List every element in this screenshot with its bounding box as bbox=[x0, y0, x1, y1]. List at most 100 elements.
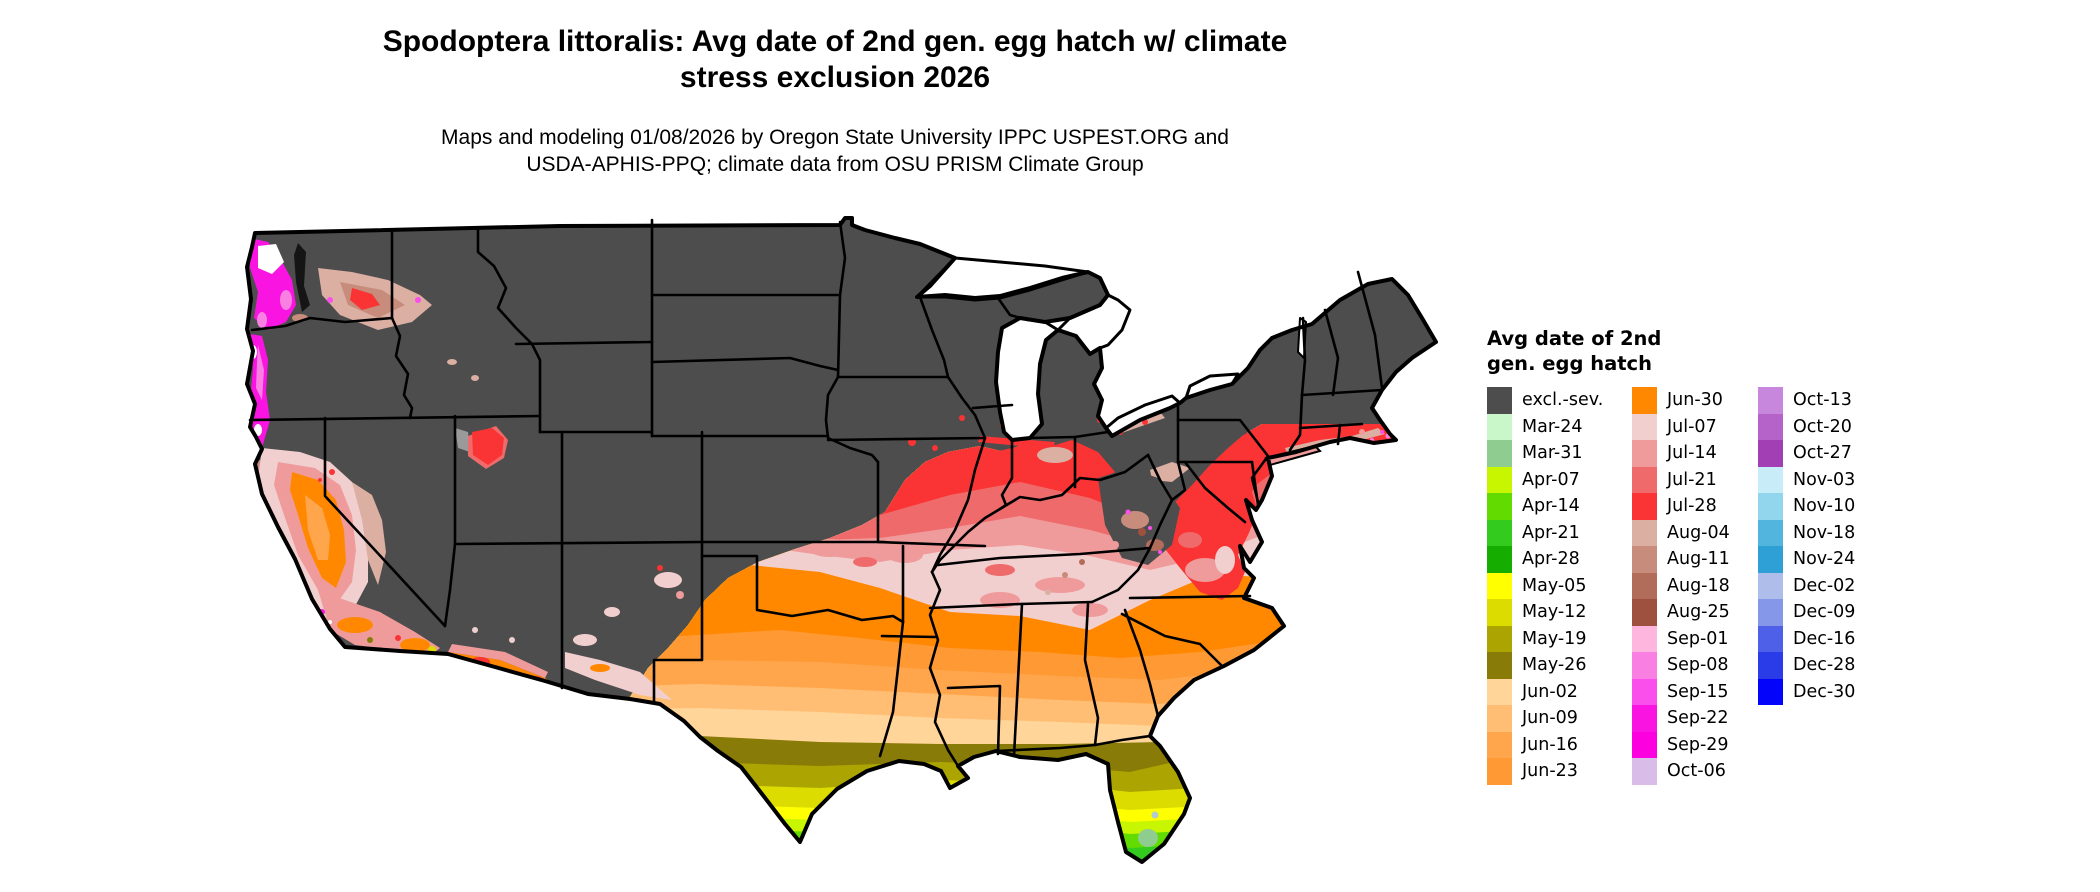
legend: Avg date of 2nd gen. egg hatch excl.-sev… bbox=[1487, 326, 1927, 785]
legend-label: Mar-24 bbox=[1522, 416, 1583, 437]
legend-label: Apr-14 bbox=[1522, 496, 1580, 516]
legend-label: Oct-06 bbox=[1667, 761, 1726, 781]
legend-label: Jun-02 bbox=[1522, 681, 1578, 702]
legend-item: Nov-10 bbox=[1758, 493, 1908, 520]
legend-swatch bbox=[1758, 493, 1783, 520]
legend-label: Sep-29 bbox=[1667, 734, 1729, 755]
legend-column-1: excl.-sev. Mar-24 Mar-31 Apr-07 Apr-14 Apr-21… bbox=[1487, 387, 1632, 785]
legend-label: Apr-07 bbox=[1522, 469, 1580, 490]
page-title: Spodoptera littoralis: Avg date of 2nd g… bbox=[245, 24, 1425, 96]
legend-swatch bbox=[1487, 413, 1512, 440]
lake-okeechobee bbox=[1151, 811, 1159, 819]
utah-red-blob bbox=[472, 428, 504, 465]
legend-title-line-1: Avg date of 2nd bbox=[1487, 327, 1662, 350]
legend-swatch bbox=[1632, 572, 1657, 599]
legend-label: Dec-09 bbox=[1793, 602, 1856, 622]
legend-label: Oct-20 bbox=[1793, 416, 1852, 437]
title-line-2: stress exclusion 2026 bbox=[679, 61, 991, 94]
legend-label: Jul-28 bbox=[1667, 496, 1717, 516]
legend-item: Jul-14 bbox=[1632, 440, 1758, 467]
legend-label: Aug-11 bbox=[1667, 549, 1730, 569]
legend-swatch bbox=[1487, 705, 1512, 732]
legend-swatch bbox=[1632, 652, 1657, 679]
legend-label: May-05 bbox=[1522, 575, 1587, 596]
legend-item: Oct-13 bbox=[1758, 387, 1908, 414]
legend-swatch bbox=[1487, 652, 1512, 679]
legend-label: May-26 bbox=[1522, 655, 1587, 675]
legend-label: Oct-27 bbox=[1793, 443, 1852, 463]
legend-swatch bbox=[1758, 519, 1783, 546]
legend-swatch bbox=[1487, 493, 1512, 520]
legend-swatch bbox=[1632, 493, 1657, 520]
legend-swatch bbox=[1487, 625, 1512, 652]
legend-item: May-19 bbox=[1487, 625, 1632, 652]
legend-label: Dec-30 bbox=[1793, 681, 1856, 702]
legend-item: Sep-15 bbox=[1632, 678, 1758, 705]
legend-label: Apr-28 bbox=[1522, 549, 1580, 569]
subtitle-line-1: Maps and modeling 01/08/2026 by Oregon S… bbox=[441, 126, 1229, 149]
legend-column-2: Jun-30 Jul-07 Jul-14 Jul-21 Jul-28 Aug-04 Aug-… bbox=[1632, 387, 1758, 785]
legend-item: Oct-06 bbox=[1632, 758, 1758, 785]
legend-swatch bbox=[1632, 440, 1657, 467]
legend-item: Sep-08 bbox=[1632, 652, 1758, 679]
legend-item: Sep-22 bbox=[1632, 705, 1758, 732]
legend-swatch bbox=[1632, 705, 1657, 732]
legend-swatch bbox=[1632, 466, 1657, 493]
legend-item: Nov-03 bbox=[1758, 466, 1908, 493]
legend-label: Nov-24 bbox=[1793, 549, 1856, 569]
legend-item: Aug-18 bbox=[1632, 572, 1758, 599]
legend-swatch bbox=[1487, 758, 1512, 785]
legend-item: Oct-27 bbox=[1758, 440, 1908, 467]
legend-label: excl.-sev. bbox=[1522, 390, 1604, 410]
legend-swatch bbox=[1487, 519, 1512, 546]
legend-item: Apr-28 bbox=[1487, 546, 1632, 573]
legend-item: Apr-14 bbox=[1487, 493, 1632, 520]
legend-label: Jul-07 bbox=[1667, 416, 1717, 437]
lake-huron bbox=[1056, 293, 1132, 356]
legend-swatch bbox=[1632, 519, 1657, 546]
legend-item: Jul-28 bbox=[1632, 493, 1758, 520]
legend-swatch bbox=[1758, 652, 1783, 679]
florida-mar31-patch bbox=[1138, 829, 1158, 847]
legend-swatch bbox=[1758, 440, 1783, 467]
legend-title-line-2: gen. egg hatch bbox=[1487, 352, 1652, 375]
legend-item: May-12 bbox=[1487, 599, 1632, 626]
legend-label: Sep-08 bbox=[1667, 655, 1729, 675]
legend-item: Jul-21 bbox=[1632, 466, 1758, 493]
legend-item: Oct-20 bbox=[1758, 413, 1908, 440]
map-land bbox=[247, 218, 1436, 872]
legend-label: Jun-16 bbox=[1522, 734, 1578, 755]
legend-swatch bbox=[1758, 625, 1783, 652]
legend-label: Apr-21 bbox=[1522, 522, 1580, 543]
us-map bbox=[245, 212, 1445, 888]
legend-swatch bbox=[1758, 599, 1783, 626]
legend-label: Mar-31 bbox=[1522, 443, 1583, 463]
legend-swatch bbox=[1632, 546, 1657, 573]
legend-label: Sep-15 bbox=[1667, 681, 1729, 702]
legend-label: Nov-18 bbox=[1793, 522, 1856, 543]
legend-swatch bbox=[1758, 678, 1783, 705]
legend-item: Jul-07 bbox=[1632, 413, 1758, 440]
puget-sound bbox=[294, 243, 310, 312]
legend-item: Mar-24 bbox=[1487, 413, 1632, 440]
legend-swatch bbox=[1632, 387, 1657, 414]
legend-label: Jul-21 bbox=[1667, 469, 1717, 490]
legend-item: Apr-21 bbox=[1487, 519, 1632, 546]
legend-item: Jun-23 bbox=[1487, 758, 1632, 785]
legend-swatch bbox=[1487, 466, 1512, 493]
legend-item: Dec-30 bbox=[1758, 678, 1908, 705]
great-lakes bbox=[915, 256, 1307, 442]
legend-label: Nov-03 bbox=[1793, 469, 1856, 490]
legend-item: Mar-31 bbox=[1487, 440, 1632, 467]
legend-item: Sep-01 bbox=[1632, 625, 1758, 652]
legend-label: Sep-22 bbox=[1667, 708, 1729, 728]
legend-label: May-19 bbox=[1522, 628, 1587, 649]
legend-item: May-26 bbox=[1487, 652, 1632, 679]
legend-swatch bbox=[1487, 599, 1512, 626]
legend-label: Aug-04 bbox=[1667, 522, 1730, 543]
legend-swatch bbox=[1758, 413, 1783, 440]
florida-keys bbox=[1125, 866, 1131, 872]
legend-swatch bbox=[1632, 599, 1657, 626]
subtitle: Maps and modeling 01/08/2026 by Oregon S… bbox=[245, 124, 1425, 178]
